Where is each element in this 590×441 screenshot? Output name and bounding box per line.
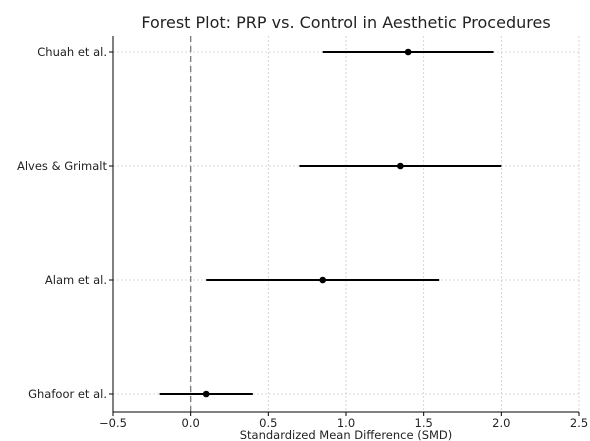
x-tick-label: 1.5	[415, 416, 433, 430]
x-tick-label: 2.0	[492, 416, 510, 430]
grid	[112, 36, 580, 412]
x-tick-label: 0.5	[259, 416, 277, 430]
study-label: Chuah et al.	[37, 45, 107, 59]
effect-point	[397, 162, 404, 170]
study-rows: Chuah et al. Alves & Grimalt Alam et al. Gh…	[17, 45, 502, 401]
effect-point	[202, 390, 210, 398]
x-ticks: −0.5 0.0 0.5 1.0 1.5 2.0 2.5	[99, 412, 588, 430]
study-label: Alves & Grimalt	[17, 159, 107, 173]
x-tick-label: 0.0	[182, 416, 200, 430]
effect-point	[404, 48, 412, 56]
x-axis-label: Standardized Mean Difference (SMD)	[240, 428, 453, 441]
chart-title: Forest Plot: PRP vs. Control in Aestheti…	[141, 13, 550, 32]
study-label: Alam et al.	[45, 273, 107, 287]
x-tick-label: −0.5	[99, 416, 127, 430]
x-tick-label: 1.0	[337, 416, 355, 430]
effect-point	[319, 276, 327, 284]
x-tick-label: 2.5	[570, 416, 588, 430]
study-label: Ghafoor et al.	[28, 387, 107, 401]
